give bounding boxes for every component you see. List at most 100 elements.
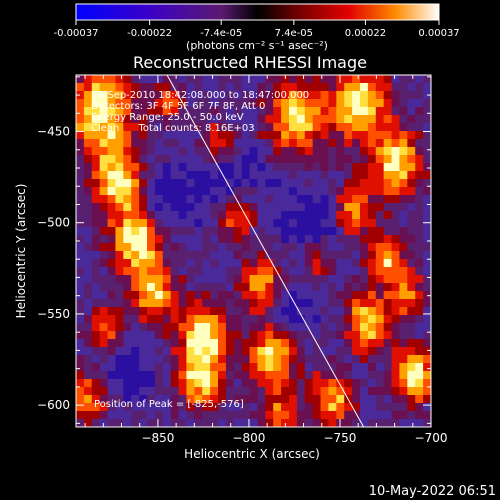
heatmap-cell [241,147,250,156]
heatmap-cell [320,323,329,332]
heatmap-cell [407,299,416,308]
heatmap-cell [139,363,148,372]
heatmap-cell [399,339,408,348]
heatmap-cell [391,147,400,156]
heatmap-cell [123,267,132,276]
heatmap-cell [257,107,266,116]
heatmap-cell [170,171,179,180]
heatmap-cell [233,203,243,212]
heatmap-cell [91,147,101,156]
heatmap-cell [139,147,148,156]
heatmap-cell [257,203,266,212]
heatmap-cell [99,291,108,300]
heatmap-cell [154,379,164,388]
heatmap-cell [241,403,250,412]
heatmap-cell [131,411,140,420]
heatmap-cell [423,203,431,212]
heatmap-cell [131,323,140,332]
heatmap-cell [249,267,258,276]
heatmap-cell [281,219,290,228]
heatmap-cell [352,339,361,348]
heatmap-cell [296,91,306,100]
heatmap-cell [281,323,290,332]
heatmap-cell [265,371,274,380]
heatmap-cell [76,123,85,132]
heatmap-cell [147,99,156,108]
heatmap-cell [107,75,116,84]
heatmap-cell [304,363,314,372]
heatmap-cell [91,347,101,356]
heatmap-cell [399,243,408,252]
heatmap-cell [194,243,203,252]
heatmap-cell [344,235,353,244]
heatmap-cell [296,379,306,388]
heatmap-cell [344,147,353,156]
heatmap-cell [399,147,408,156]
heatmap-cell [154,315,164,324]
heatmap-cell [375,155,385,164]
heatmap-cell [407,75,416,84]
heatmap-cell [312,211,321,220]
heatmap-cell [162,339,172,348]
heatmap-cell [241,283,250,292]
heatmap-cell [186,379,195,388]
heatmap-cell [123,259,132,268]
heatmap-cell [178,83,187,92]
heatmap-cell [407,91,416,100]
heatmap-cell [91,243,101,252]
heatmap-cell [131,259,140,268]
heatmap-cell [202,187,211,196]
heatmap-cell [178,323,187,332]
annotation-block: 16-Sep-2010 18:42:08.000 to 18:47:00.000… [91,90,309,134]
heatmap-cell [186,195,195,204]
heatmap-cell [304,283,314,292]
heatmap-cell [367,195,377,204]
heatmap-cell [218,291,227,300]
heatmap-cell [399,107,408,116]
heatmap-cell [218,267,227,276]
heatmap-cell [281,131,290,140]
heatmap-cell [391,379,400,388]
heatmap-cell [123,195,132,204]
heatmap-cell [194,259,203,268]
heatmap-cell [320,411,329,420]
heatmap-cell [367,83,377,92]
heatmap-cell [312,179,321,188]
heatmap-cell [194,315,203,324]
heatmap-cell [296,179,306,188]
heatmap-cell [131,107,140,116]
heatmap-cell [123,307,132,316]
heatmap-cell [375,115,385,124]
heatmap-cell [399,371,408,380]
heatmap-cell [399,179,408,188]
heatmap-cell [210,411,219,420]
heatmap-cell [312,147,321,156]
heatmap-cell [304,331,314,340]
heatmap-cell [241,251,250,260]
heatmap-cell [383,251,392,260]
heatmap-cell [249,299,258,308]
heatmap-cell [210,83,219,92]
heatmap-cell [170,211,179,220]
heatmap-cell [415,251,424,260]
heatmap-cell [257,411,266,420]
heatmap-cell [186,347,195,356]
heatmap-cell [336,99,345,108]
heatmap-cell [352,203,361,212]
heatmap-cell [249,163,258,172]
heatmap-cell [344,123,353,132]
heatmap-cell [273,115,282,124]
heatmap-cell [225,211,235,220]
heatmap-cell [147,163,156,172]
heatmap-cell [336,267,345,276]
heatmap-cell [115,227,124,236]
heatmap-cell [265,91,274,100]
heatmap-cell [375,227,385,236]
heatmap-cell [281,403,290,412]
heatmap-cell [281,347,290,356]
heatmap-cell [210,123,219,132]
heatmap-cell [218,363,227,372]
heatmap-cell [186,267,195,276]
heatmap-cell [194,251,203,260]
heatmap-cell [83,403,93,412]
